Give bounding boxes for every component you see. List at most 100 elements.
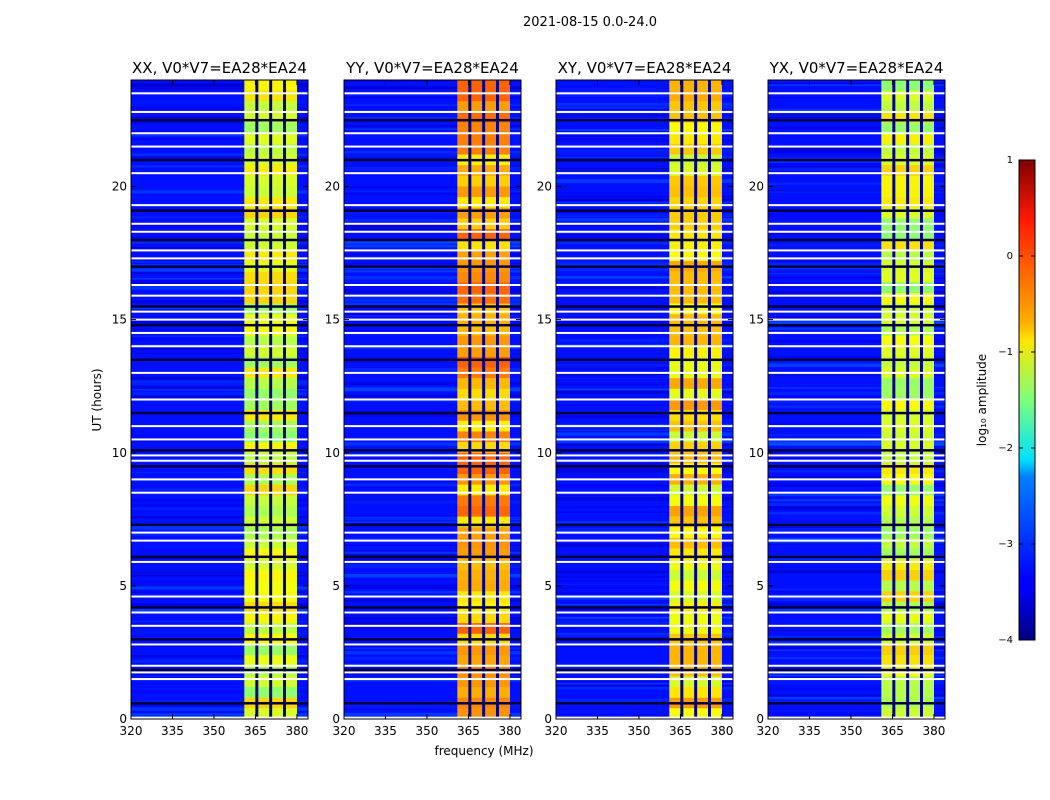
flagged-row xyxy=(344,204,521,207)
flagged-row xyxy=(344,118,521,122)
flagged-row xyxy=(556,204,733,207)
noise-row xyxy=(768,375,945,378)
noise-row xyxy=(768,674,945,677)
flagged-row xyxy=(556,465,733,468)
flagged-row xyxy=(556,305,733,308)
noise-row xyxy=(556,90,733,92)
flagged-row xyxy=(344,459,521,462)
panel-frame xyxy=(767,79,946,720)
flagged-row xyxy=(344,249,521,252)
y-tick-label: 20 xyxy=(325,180,340,194)
panel-frame xyxy=(343,79,522,720)
noise-row xyxy=(556,603,733,606)
noise-row xyxy=(131,631,308,635)
flagged-row xyxy=(344,438,521,441)
flagged-row xyxy=(556,118,733,122)
noise-row xyxy=(768,166,945,169)
noise-row xyxy=(344,704,521,708)
noise-row xyxy=(344,622,521,626)
noise-row xyxy=(556,432,733,436)
flagged-row xyxy=(131,606,308,609)
flagged-row xyxy=(344,671,521,674)
noise-row xyxy=(768,597,945,602)
noise-row xyxy=(768,442,945,446)
noise-row xyxy=(344,154,521,157)
noise-row xyxy=(131,280,308,284)
noise-row xyxy=(131,498,308,502)
flagged-row xyxy=(556,209,733,212)
noise-row xyxy=(556,495,733,497)
noise-row xyxy=(344,367,521,371)
noise-row xyxy=(131,268,308,272)
flagged-row xyxy=(556,371,733,374)
noise-row xyxy=(344,87,521,90)
y-axis-label: UT (hours) xyxy=(90,368,104,431)
colorbar: 1 0 −1 −2 −3 −4 log₁₀ amplitude xyxy=(975,155,1036,646)
flagged-row xyxy=(556,624,733,627)
noise-row xyxy=(556,195,733,198)
noise-row xyxy=(556,267,733,272)
noise-row xyxy=(131,655,308,658)
noise-row xyxy=(768,96,945,98)
noise-row xyxy=(344,545,521,550)
noise-row xyxy=(556,507,733,511)
noise-row xyxy=(556,366,733,370)
flagged-row xyxy=(344,411,521,415)
noise-row xyxy=(556,217,733,222)
panel-yx: YX, V0*V7=EA28*EA24 320 335 350 365 380 0 5 10 15… xyxy=(749,59,946,738)
noise-row xyxy=(344,544,521,546)
noise-row xyxy=(131,713,308,717)
flagged-row xyxy=(131,539,308,542)
flagged-row xyxy=(131,678,308,681)
noise-row xyxy=(344,381,521,386)
flagged-row xyxy=(768,249,945,252)
noise-row xyxy=(556,633,733,635)
noise-row xyxy=(344,471,521,473)
noise-row xyxy=(131,279,308,282)
flagged-row xyxy=(344,531,521,534)
noise-row xyxy=(131,190,308,194)
noise-row xyxy=(768,566,945,568)
noise-row xyxy=(556,683,733,687)
x-tick-label: 365 xyxy=(244,724,267,738)
colorbar-tick-label: −3 xyxy=(998,539,1013,550)
noise-row xyxy=(344,591,521,594)
noise-row xyxy=(344,646,521,650)
noise-row xyxy=(344,190,521,193)
flagged-row xyxy=(344,664,521,667)
noise-row xyxy=(768,108,945,111)
flagged-row xyxy=(768,531,945,534)
noise-row xyxy=(344,288,521,291)
noise-row xyxy=(131,471,308,473)
noise-row xyxy=(344,550,521,554)
noise-row xyxy=(131,82,308,87)
noise-row xyxy=(131,138,308,141)
panel-frame xyxy=(555,79,734,720)
noise-row xyxy=(344,226,521,231)
noise-row xyxy=(344,415,521,418)
noise-row xyxy=(556,103,733,107)
noise-row xyxy=(768,231,945,235)
noise-row xyxy=(556,149,733,152)
noise-row xyxy=(768,499,945,502)
noise-row xyxy=(556,484,733,488)
noise-row xyxy=(344,665,521,670)
noise-row xyxy=(344,157,521,159)
noise-row xyxy=(768,128,945,130)
noise-row xyxy=(131,544,308,548)
y-tick-label: 10 xyxy=(537,446,552,460)
flagged-row xyxy=(344,284,521,287)
flagged-row xyxy=(344,643,521,646)
noise-row xyxy=(768,470,945,473)
colorbar-tick-label: −2 xyxy=(998,443,1013,454)
noise-row xyxy=(556,93,733,98)
noise-row xyxy=(768,277,945,279)
flagged-row xyxy=(556,425,733,428)
x-tick-label: 320 xyxy=(545,724,568,738)
flagged-row xyxy=(131,310,308,313)
noise-row xyxy=(556,686,733,690)
noise-row xyxy=(344,564,521,569)
noise-row xyxy=(344,484,521,486)
y-tick-label: 5 xyxy=(756,579,764,593)
noise-row xyxy=(131,286,308,290)
